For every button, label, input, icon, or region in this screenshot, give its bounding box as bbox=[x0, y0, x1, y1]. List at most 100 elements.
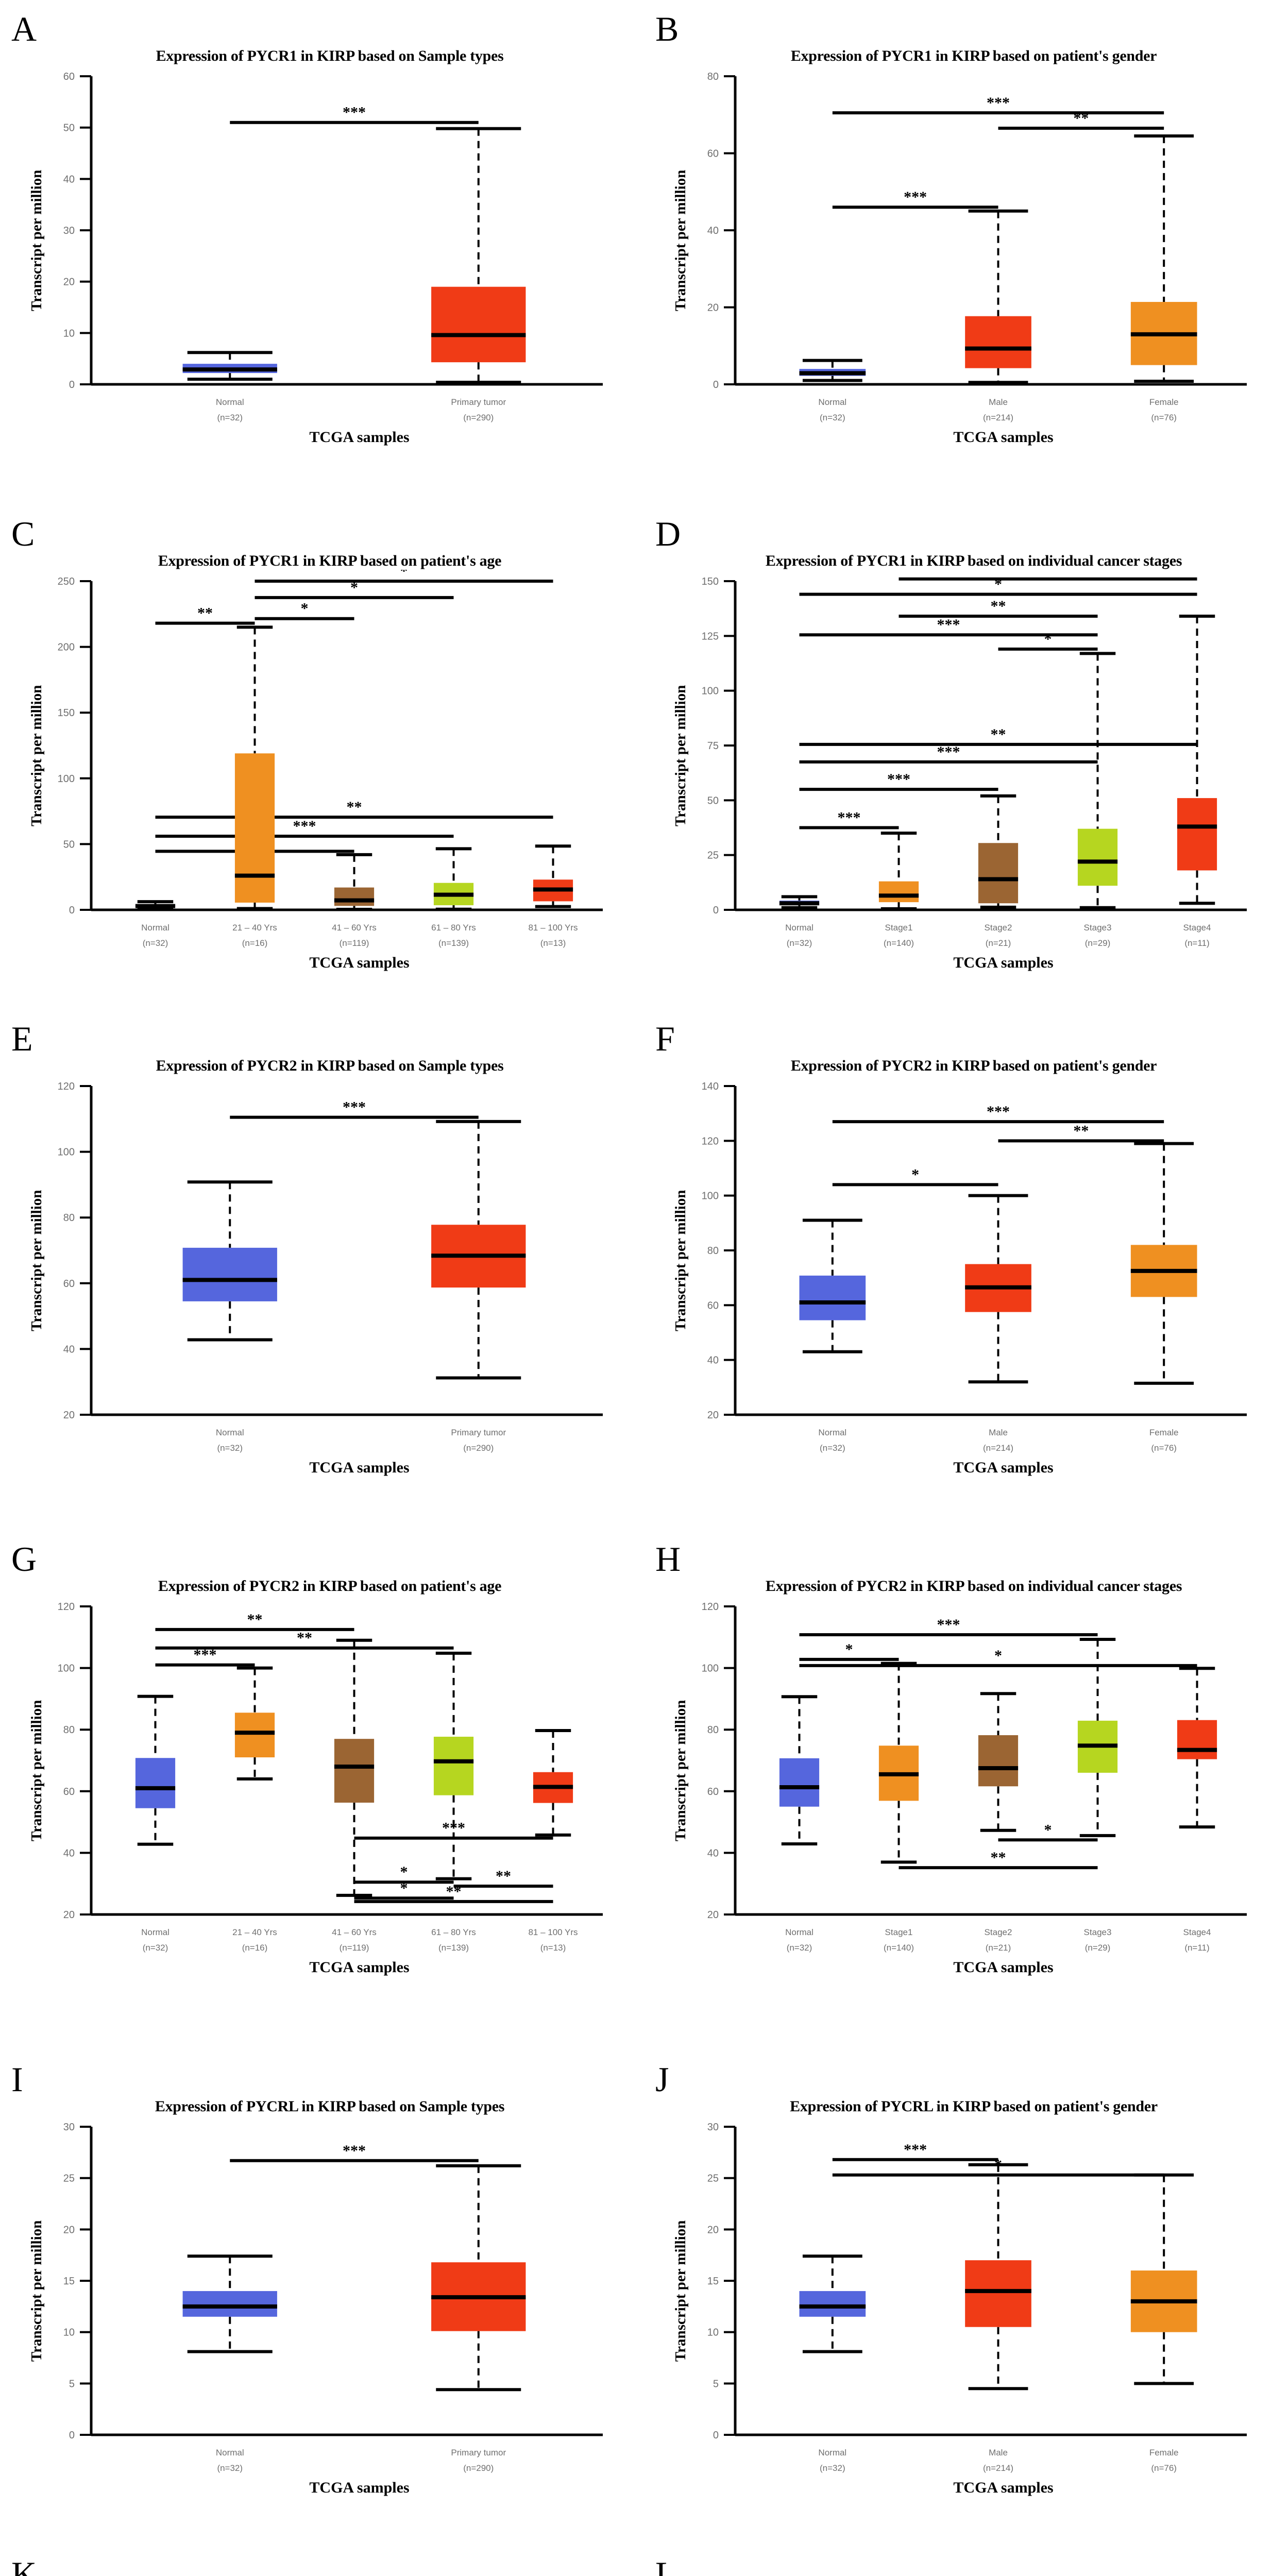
box-0 bbox=[799, 1218, 866, 1353]
box-rect bbox=[1177, 798, 1217, 871]
panel-j: J Expression of PYCRL in KIRP based on pa… bbox=[644, 2050, 1288, 2545]
significance-label: * bbox=[1044, 570, 1052, 578]
boxplot-svg: 20406080100120140******Normal(n=32)Male(… bbox=[702, 1081, 1247, 1453]
panel-title: Expression of PYCR2 in KIRP based on pat… bbox=[158, 1578, 502, 1595]
panel-a: A Expression of PYCR1 in KIRP based on Sa… bbox=[0, 0, 644, 505]
box-1 bbox=[878, 832, 919, 910]
significance-label: *** bbox=[838, 809, 861, 826]
panel-c: C Expression of PYCR1 in KIRP based on pa… bbox=[0, 505, 644, 1010]
category-label: Primary tumor bbox=[451, 397, 506, 407]
significance-label: ** bbox=[1073, 110, 1089, 127]
significance-label: *** bbox=[987, 1103, 1010, 1120]
box-rect bbox=[799, 2291, 866, 2317]
significance-label: * bbox=[1044, 631, 1052, 648]
box-1 bbox=[431, 127, 526, 384]
y-axis-label: Transcript per million bbox=[28, 2220, 45, 2362]
category-label: Female bbox=[1149, 2448, 1179, 2458]
box-4 bbox=[1177, 1667, 1217, 1829]
box-rect bbox=[182, 1247, 277, 1301]
category-count: (n=13) bbox=[540, 938, 566, 948]
y-axis-tick-label: 60 bbox=[707, 1300, 719, 1311]
category-label: Normal bbox=[818, 2448, 846, 2458]
y-axis-label: Transcript per million bbox=[672, 1700, 689, 1842]
panel-title: Expression of PYCR1 in KIRP based on ind… bbox=[765, 552, 1182, 569]
significance-label: * bbox=[1044, 1821, 1052, 1838]
panel-title: Expression of PYCR2 in KIRP based on pat… bbox=[790, 1057, 1157, 1074]
y-axis-tick-label: 15 bbox=[63, 2276, 75, 2287]
category-count: (n=140) bbox=[884, 1943, 914, 1953]
x-axis-label: TCGA samples bbox=[309, 1459, 410, 1476]
panel-title: Expression of PYCR1 in KIRP based on Sam… bbox=[156, 47, 504, 64]
box-rect bbox=[334, 1739, 375, 1803]
significance-label: * bbox=[911, 1166, 919, 1183]
y-axis-tick-label: 80 bbox=[707, 71, 719, 82]
category-label: Stage2 bbox=[985, 1927, 1012, 1937]
y-axis-label: Transcript per million bbox=[28, 685, 45, 827]
significance-label: ** bbox=[496, 1868, 511, 1885]
box-2 bbox=[978, 1692, 1019, 1832]
category-label: Female bbox=[1149, 1428, 1179, 1437]
box-rect bbox=[1177, 1720, 1217, 1759]
category-label: Male bbox=[989, 2448, 1008, 2458]
significance-label: *** bbox=[937, 743, 960, 760]
y-axis-tick-label: 100 bbox=[702, 1663, 719, 1674]
box-0 bbox=[135, 900, 176, 910]
category-label: Normal bbox=[216, 397, 244, 407]
panel-title: Expression of PYCR1 in KIRP based on pat… bbox=[790, 47, 1157, 64]
boxplot-svg: 20406080100120****************Normal(n=3… bbox=[58, 1601, 603, 1953]
x-axis-label: TCGA samples bbox=[953, 954, 1054, 971]
x-axis-label: TCGA samples bbox=[309, 954, 410, 971]
y-axis-tick-label: 40 bbox=[63, 1848, 75, 1859]
significance-label: * bbox=[845, 1641, 853, 1658]
panel-i: I Expression of PYCRL in KIRP based on Sa… bbox=[0, 2050, 644, 2545]
category-label: Normal bbox=[785, 923, 814, 933]
panel-letter: B bbox=[655, 9, 679, 48]
box-1 bbox=[965, 209, 1031, 384]
category-count: (n=290) bbox=[463, 1443, 494, 1453]
panel-title: Expression of PYCR1 in KIRP based on pat… bbox=[158, 552, 502, 569]
x-axis-label: TCGA samples bbox=[953, 1959, 1054, 1976]
category-label: Normal bbox=[785, 1927, 814, 1937]
panel-l: LExpression of PYCRL in KIRP based on in… bbox=[644, 2545, 1288, 2576]
box-1 bbox=[234, 625, 275, 910]
y-axis-tick-label: 0 bbox=[713, 379, 719, 391]
category-count: (n=119) bbox=[340, 938, 369, 948]
panel-letter: D bbox=[655, 514, 681, 553]
category-label: 41 – 60 Yrs bbox=[332, 1927, 377, 1937]
boxplot-svg: 20 40 60 80 100 120 *** Normal (n=32) Primary tum… bbox=[58, 1081, 603, 1453]
significance-label: * bbox=[400, 570, 408, 580]
box-2 bbox=[978, 794, 1019, 909]
y-axis-tick-label: 25 bbox=[63, 2173, 75, 2184]
y-axis-tick-label: 20 bbox=[63, 1909, 75, 1921]
significance-label: * bbox=[301, 600, 309, 617]
category-label: Stage1 bbox=[885, 923, 913, 933]
significance-label: ** bbox=[297, 1630, 312, 1647]
boxplot-svg: 020406080********Normal(n=32)Male(n=214)… bbox=[707, 71, 1247, 422]
box-rect bbox=[978, 1735, 1019, 1787]
y-axis-tick-label: 40 bbox=[63, 174, 75, 185]
box-0 bbox=[182, 351, 277, 381]
box-0 bbox=[779, 1695, 820, 1846]
significance-label: *** bbox=[904, 189, 927, 206]
category-count: (n=11) bbox=[1184, 1943, 1209, 1953]
y-axis-tick-label: 0 bbox=[713, 905, 719, 916]
category-count: (n=32) bbox=[143, 938, 168, 948]
category-label: Male bbox=[989, 397, 1008, 407]
y-axis-tick-label: 20 bbox=[707, 302, 719, 314]
y-axis-tick-label: 0 bbox=[69, 905, 75, 916]
box-2 bbox=[334, 1638, 375, 1897]
box-1 bbox=[431, 2164, 526, 2392]
panel-letter: F bbox=[655, 1019, 675, 1058]
box-0 bbox=[182, 2255, 277, 2353]
category-count: (n=76) bbox=[1151, 2463, 1177, 2473]
y-axis-label: Transcript per million bbox=[28, 1190, 45, 1332]
boxplot-svg: 051015202530****Normal(n=32)Male(n=214)F… bbox=[707, 2122, 1247, 2473]
category-count: (n=16) bbox=[242, 1943, 268, 1953]
y-axis-tick-label: 40 bbox=[707, 225, 719, 236]
y-axis-tick-label: 80 bbox=[63, 1724, 75, 1736]
significance-label: ** bbox=[197, 605, 213, 622]
category-count: (n=32) bbox=[820, 413, 845, 422]
box-1 bbox=[965, 1194, 1031, 1384]
